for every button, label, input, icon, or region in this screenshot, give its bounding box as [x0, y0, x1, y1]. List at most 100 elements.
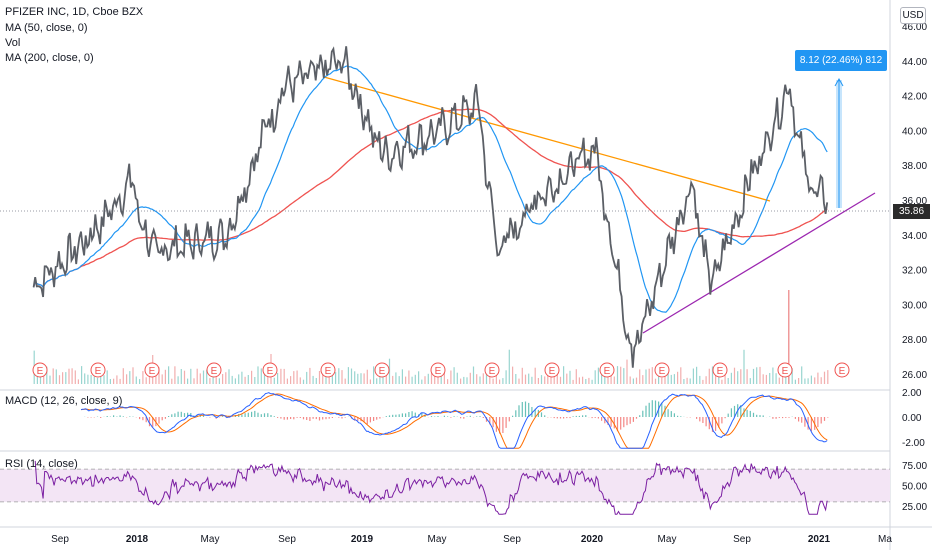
volume-bar: [547, 373, 549, 384]
volume-bar: [405, 376, 407, 384]
volume-bar: [759, 366, 761, 384]
volume-bar: [437, 373, 439, 384]
macd-histogram-bar: [328, 417, 330, 419]
macd-histogram-bar: [430, 416, 433, 417]
macd-histogram-bar: [90, 417, 92, 418]
macd-histogram-bar: [620, 417, 622, 430]
volume-bar: [145, 377, 147, 384]
volume-bar: [254, 377, 256, 384]
ma200-legend[interactable]: MA (200, close, 0): [5, 52, 94, 64]
macd-histogram-bar: [521, 402, 523, 417]
volume-bar: [366, 369, 368, 384]
volume-bar: [418, 371, 420, 384]
macd-histogram-bar: [531, 407, 533, 417]
macd-histogram-bar: [299, 417, 301, 418]
currency-badge[interactable]: USD: [900, 7, 926, 24]
time-tick-label: Sep: [503, 534, 521, 545]
volume-bar: [414, 374, 416, 384]
volume-bar: [702, 379, 704, 384]
volume-bar: [116, 375, 118, 384]
volume-bar: [126, 374, 128, 384]
volume-bar: [508, 349, 510, 384]
rsi-legend[interactable]: RSI (14, close): [5, 458, 78, 470]
volume-bar: [263, 374, 266, 384]
volume-bar: [559, 376, 562, 384]
macd-histogram-bar: [312, 417, 314, 419]
macd-histogram-bar: [460, 417, 462, 419]
measure-arrowhead: [834, 77, 844, 87]
volume-bar: [360, 373, 362, 384]
macd-histogram-bar: [575, 415, 577, 417]
volume-bar: [357, 373, 359, 384]
macd-histogram-bar: [450, 417, 452, 418]
volume-bar: [485, 372, 488, 384]
macd-histogram-bar: [251, 411, 253, 417]
volume-bar: [623, 368, 625, 384]
volume-bar: [765, 374, 767, 384]
earnings-marker: [484, 362, 500, 378]
symbol-title[interactable]: PFIZER INC, 1D, Cboe BZX: [5, 6, 144, 18]
volume-bar: [238, 374, 240, 384]
volume-bar: [502, 378, 504, 384]
volume-bar: [492, 378, 494, 384]
volume-bar: [689, 378, 691, 384]
macd-histogram-bar: [322, 417, 324, 420]
volume-bar: [443, 370, 445, 384]
macd-histogram-bar: [421, 412, 423, 417]
volume-bar: [791, 368, 793, 384]
earnings-letter: E: [489, 366, 496, 377]
volume-bar: [667, 367, 669, 384]
price-tick-label: 28.00: [902, 335, 927, 346]
macd-histogram-bar: [645, 405, 647, 417]
macd-histogram-bar: [273, 416, 275, 417]
volume-bar: [280, 368, 282, 384]
ma50-legend[interactable]: MA (50, close, 0): [5, 22, 88, 34]
volume-bar: [515, 374, 517, 384]
volume-bar: [100, 376, 102, 384]
macd-histogram-bar: [772, 417, 774, 419]
volume-bar: [90, 375, 92, 384]
macd-histogram-bar: [247, 412, 249, 417]
time-tick-label: May: [428, 534, 447, 545]
macd-histogram-bar: [752, 412, 755, 417]
earnings-marker: [712, 362, 728, 378]
volume-bar: [218, 378, 220, 384]
volume-bar: [312, 375, 314, 384]
volume-bar: [119, 378, 121, 384]
volume-bar: [711, 366, 714, 384]
volume-bar: [752, 368, 755, 384]
macd-histogram-bar: [528, 402, 530, 417]
time-tick-label: Sep: [278, 534, 296, 545]
macd-histogram-bar: [338, 417, 340, 418]
volume-bar: [708, 368, 710, 384]
volume-bar: [341, 370, 343, 384]
macd-histogram-bar: [357, 417, 359, 421]
volume-bar: [277, 372, 279, 384]
volume-bar: [199, 373, 201, 384]
macd-legend[interactable]: MACD (12, 26, close, 9): [5, 395, 123, 407]
volume-bar: [785, 371, 787, 384]
volume-bar: [296, 370, 298, 384]
macd-histogram-bar: [395, 414, 397, 417]
macd-histogram-bar: [578, 415, 580, 417]
macd-histogram-bar: [594, 417, 596, 418]
macd-histogram-bar: [489, 417, 491, 425]
macd-histogram-bar: [664, 405, 666, 417]
volume-bar: [430, 373, 433, 384]
volume-bar: [142, 371, 144, 384]
macd-histogram-bar: [762, 415, 764, 417]
macd-histogram-bar: [344, 417, 346, 418]
macd-histogram-bar: [788, 417, 790, 418]
macd-histogram-bar: [158, 417, 160, 424]
volume-bar: [788, 290, 790, 384]
volume-bar: [322, 369, 324, 384]
volume-bar: [456, 372, 458, 384]
macd-histogram-bar: [145, 417, 147, 423]
time-tick-label: Ma: [878, 534, 892, 545]
volume-bar: [202, 370, 205, 384]
macd-histogram-bar: [466, 416, 468, 417]
volume-bar: [344, 378, 346, 384]
volume-legend[interactable]: Vol: [5, 37, 21, 49]
macd-histogram-bar: [315, 417, 317, 420]
